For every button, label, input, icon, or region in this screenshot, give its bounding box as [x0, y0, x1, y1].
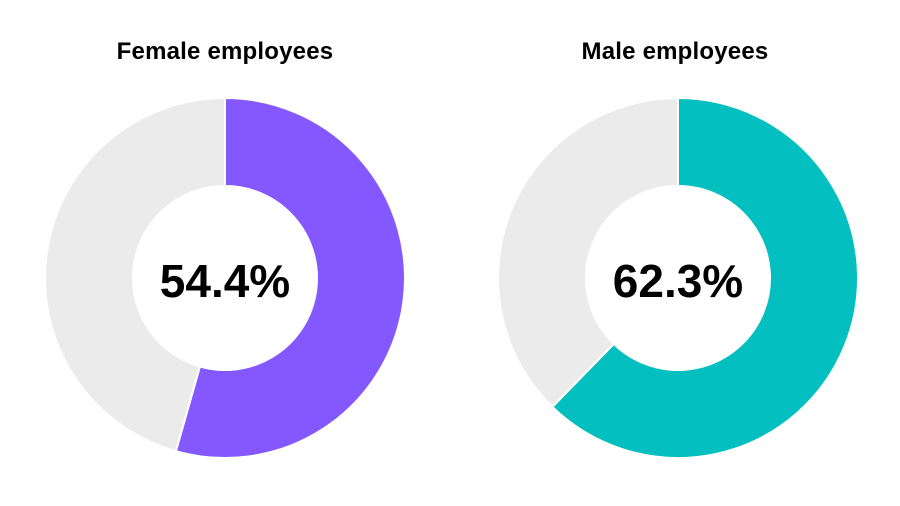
female-donut: 54.4%: [44, 96, 406, 459]
slice-female-remainder: [44, 96, 226, 453]
slice-male-remainder: [497, 96, 679, 409]
male-employees-chart: Male employees 62.3%: [450, 0, 900, 506]
center-label-female: 54.4%: [160, 255, 290, 307]
slice-female-employees: [174, 96, 406, 459]
chart-title-female: Female employees: [116, 38, 334, 65]
chart-title-male: Male employees: [581, 38, 769, 65]
center-label-male: 62.3%: [613, 255, 743, 307]
slice-male-employees: [550, 96, 859, 459]
male-donut: 62.3%: [497, 96, 859, 459]
female-employees-chart: Female employees 54.4%: [44, 38, 406, 459]
